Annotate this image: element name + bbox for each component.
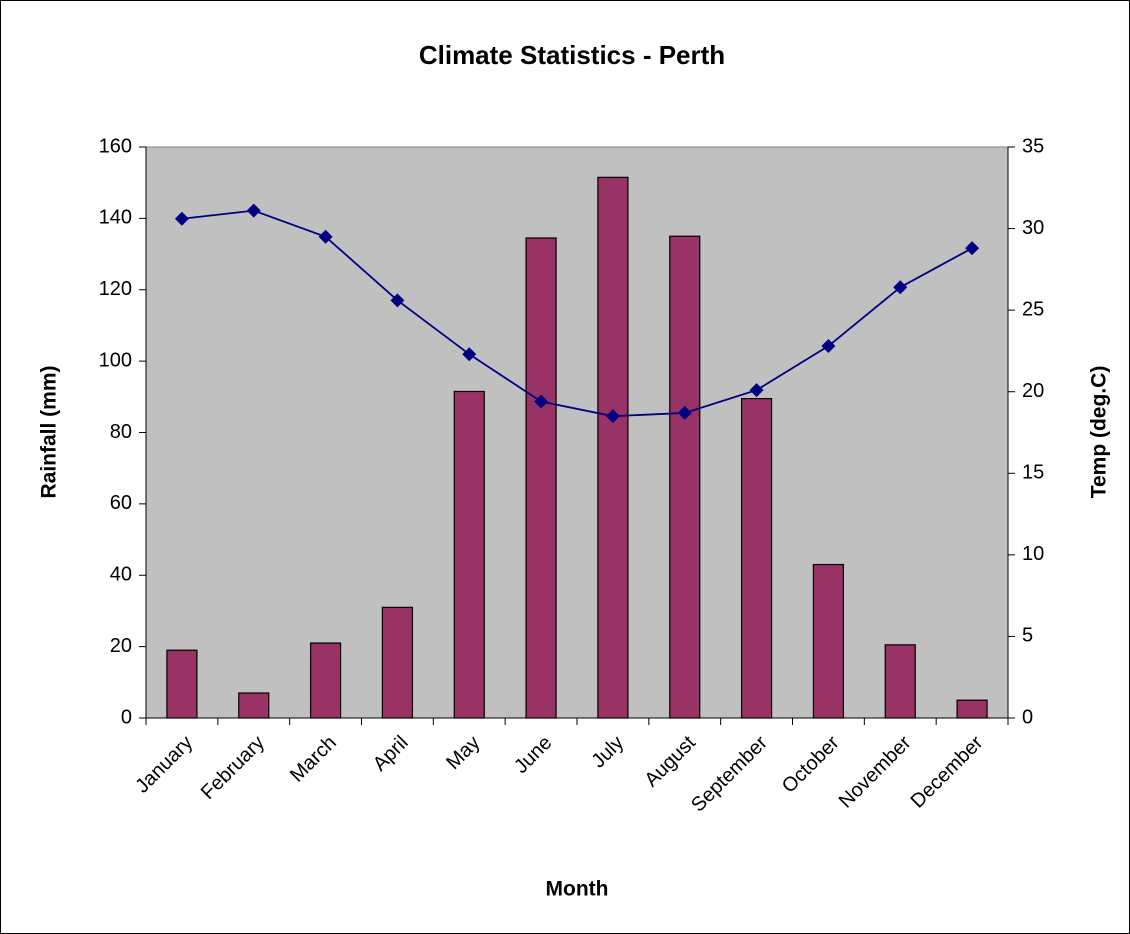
- y-tick-label: 120: [99, 278, 132, 300]
- bar: [956, 699, 988, 719]
- line-marker: [893, 280, 908, 295]
- y-tick-label: 60: [110, 492, 132, 514]
- y-tick-label: 0: [121, 706, 132, 728]
- line-marker: [605, 409, 620, 424]
- line-marker: [318, 229, 333, 244]
- y-tick-label: 20: [110, 635, 132, 657]
- line-marker: [246, 203, 261, 218]
- chart-title: Climate Statistics - Perth: [419, 40, 725, 70]
- bar: [381, 606, 414, 719]
- line-marker: [390, 293, 405, 308]
- bar: [309, 642, 342, 719]
- bar: [740, 397, 773, 719]
- y2-tick-label: 25: [1022, 298, 1044, 320]
- bar: [525, 237, 557, 719]
- y-axis-label: Rainfall (mm): [38, 365, 61, 498]
- y2-tick-label: 15: [1022, 462, 1044, 484]
- y-tick-label: 80: [110, 421, 132, 443]
- y-tick-label: 160: [99, 135, 132, 157]
- y2-tick-label: 0: [1022, 706, 1033, 728]
- y-tick-label: 100: [99, 349, 132, 371]
- y-tick-label: 140: [99, 207, 132, 229]
- bar: [238, 692, 270, 719]
- line-marker: [462, 347, 477, 362]
- line-marker: [965, 241, 980, 256]
- plot-area: [145, 146, 1009, 719]
- bar: [166, 649, 198, 719]
- line-marker: [534, 394, 549, 409]
- y2-tick-label: 30: [1022, 217, 1044, 239]
- y2-tick-label: 5: [1022, 625, 1033, 647]
- y2-tick-label: 35: [1022, 135, 1044, 157]
- bar: [453, 390, 485, 719]
- y2-tick-label: 20: [1022, 380, 1044, 402]
- line-marker: [821, 339, 836, 354]
- y2-tick-label: 10: [1022, 543, 1044, 565]
- bar: [812, 563, 845, 719]
- line-marker: [174, 211, 189, 226]
- bar: [597, 176, 629, 719]
- bar: [669, 235, 701, 719]
- line-marker: [749, 383, 764, 398]
- line: [181, 209, 973, 418]
- y2-axis-label: Temp (deg.C): [1088, 366, 1111, 499]
- line-marker: [677, 405, 692, 420]
- bar: [884, 644, 916, 719]
- y-tick-label: 40: [110, 564, 132, 586]
- x-axis-label: Month: [546, 878, 609, 901]
